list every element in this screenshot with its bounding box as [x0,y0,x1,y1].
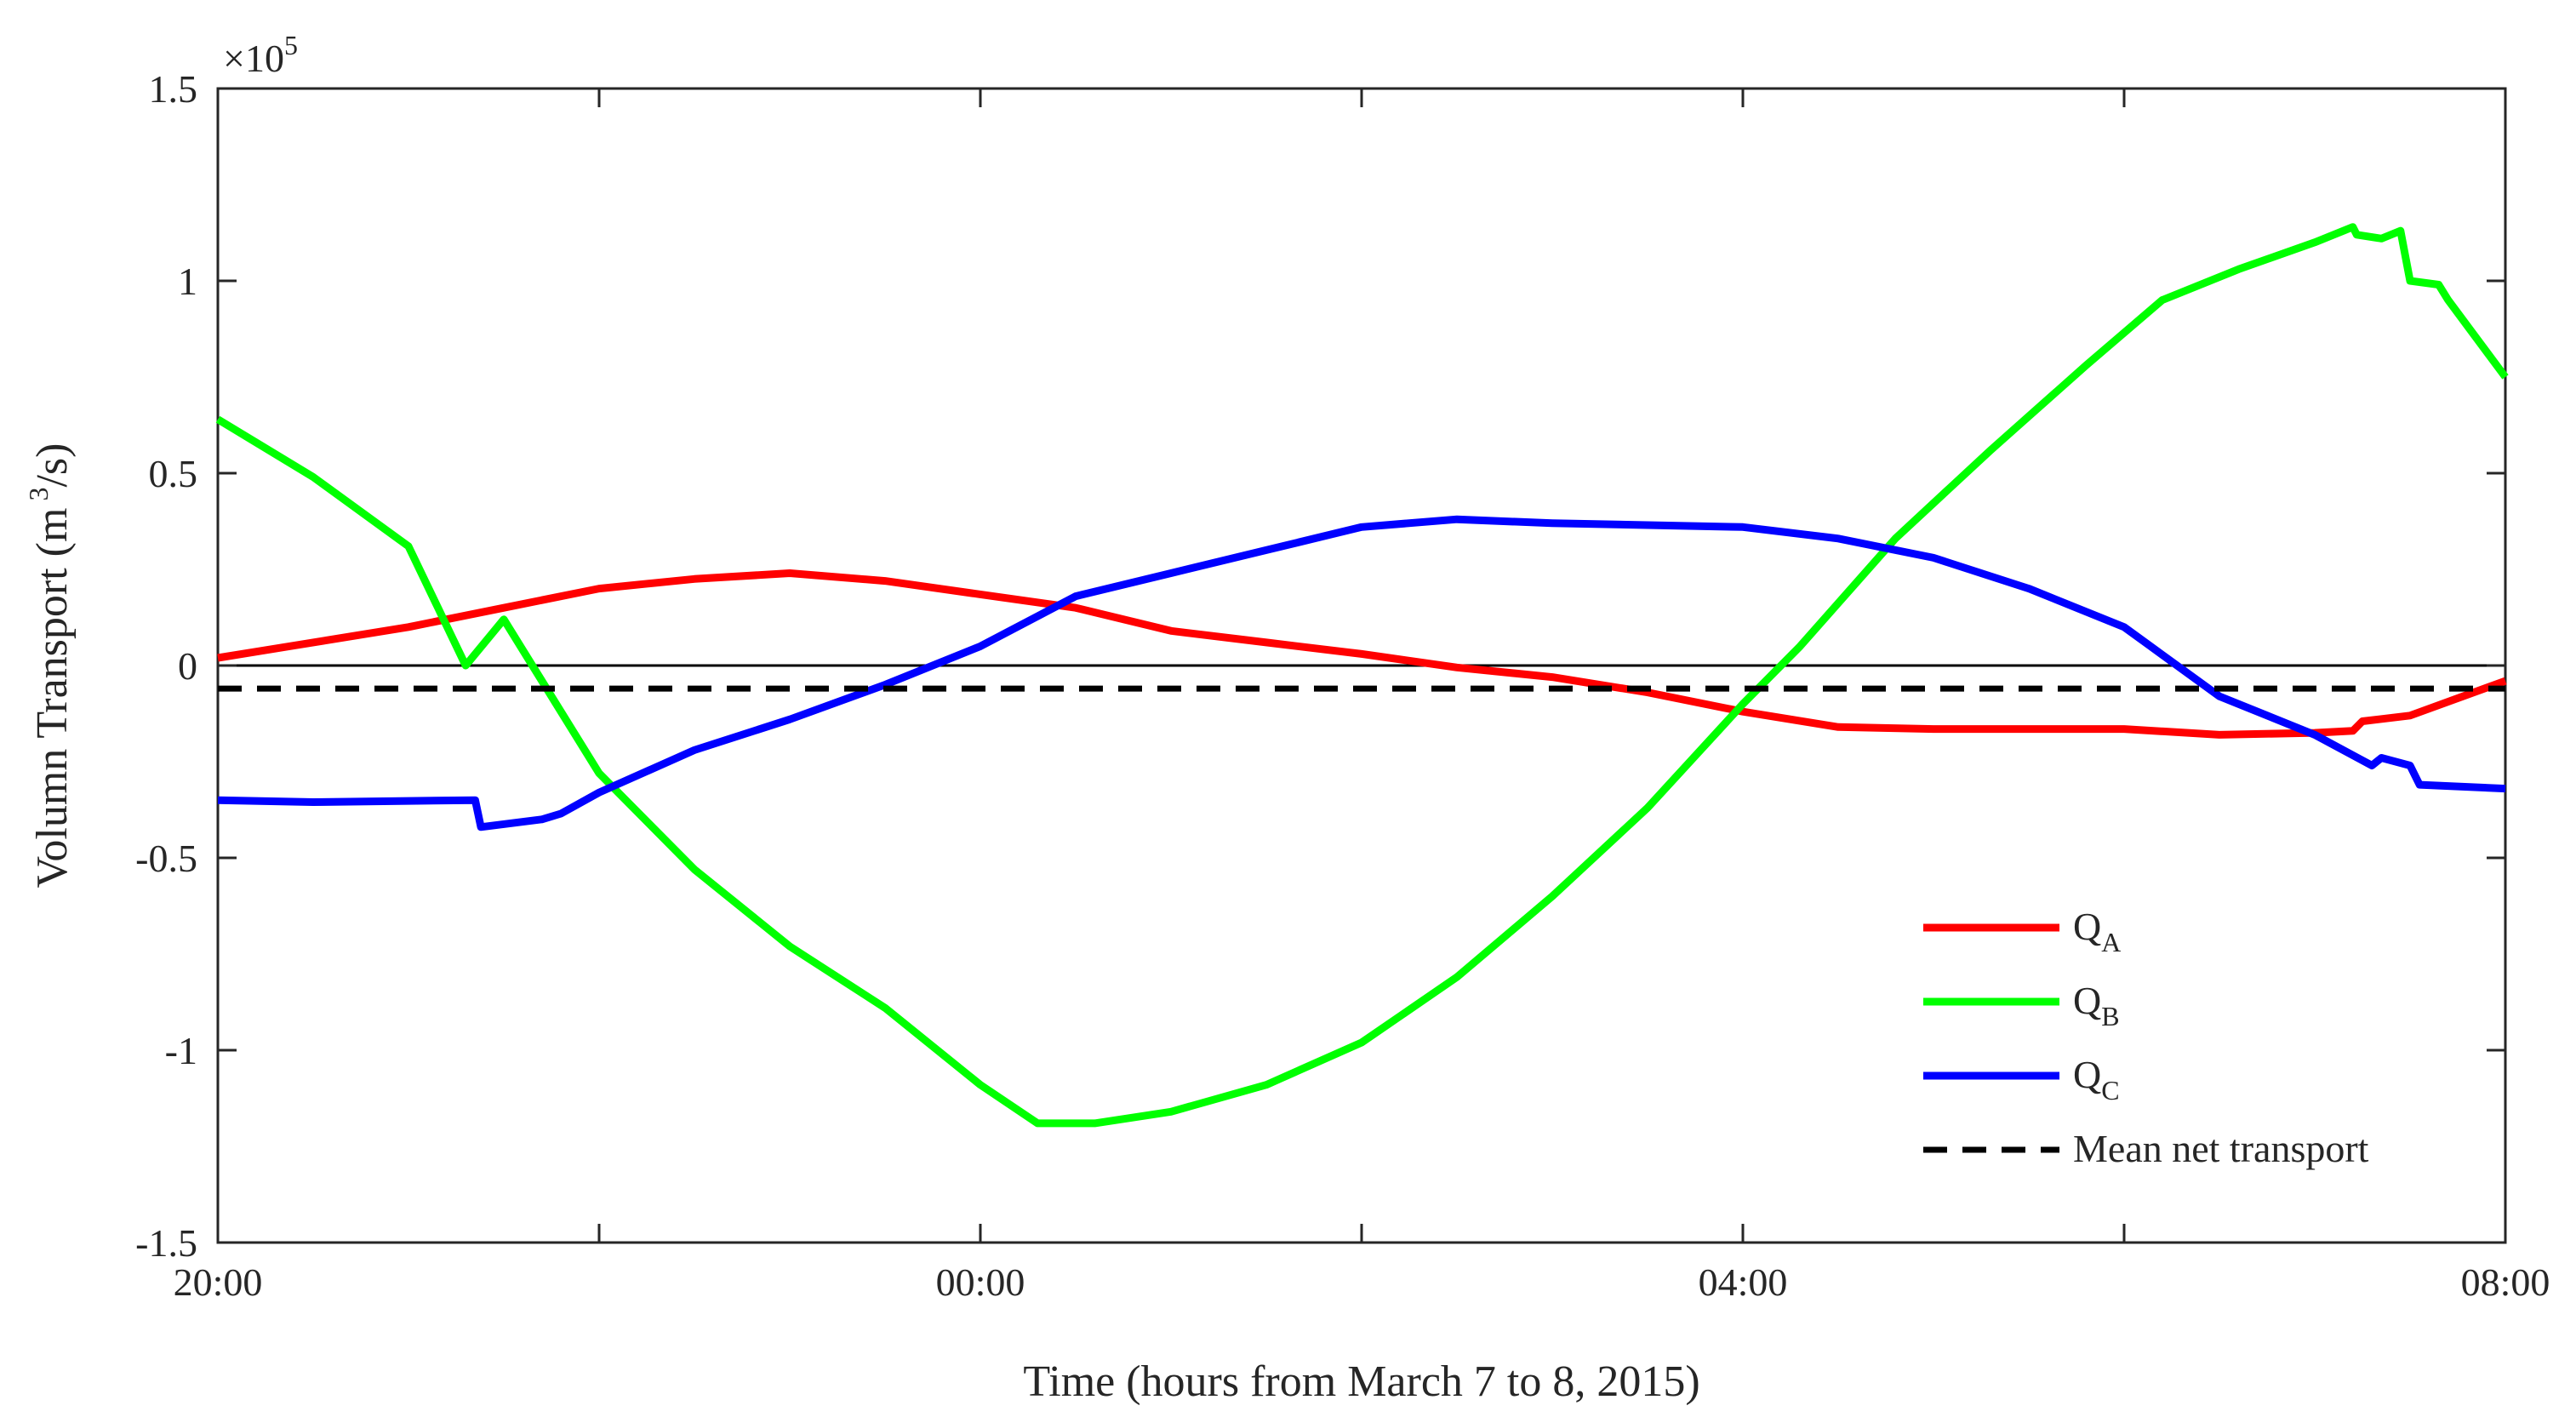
y-tick-label: 1 [178,260,197,303]
legend-label-main: Q [2073,1053,2101,1096]
y-tick-label: 1.5 [149,67,198,111]
series-line-a [217,569,2507,739]
y-tick-label: 0.5 [149,452,198,495]
legend-label: QA [2073,905,2121,957]
legend-label-sub: C [2101,1075,2119,1106]
legend-label-sub: B [2101,1001,2119,1031]
y-axis-label-main: Volumn Transport (m [28,508,77,888]
y-tick-label: 0 [178,644,197,688]
x-tick-label: 00:00 [936,1260,1025,1304]
legend-label-main: Mean net transport [2073,1127,2369,1170]
x-axis-label: Time (hours from March 7 to 8, 2015) [1023,1357,1699,1406]
legend-label-main: Q [2073,905,2101,948]
y-multiplier-base: ×10 [223,37,284,80]
x-tick-label: 04:00 [1699,1260,1788,1304]
y-axis-label: Volumn Transport (m 3/s) [23,443,77,888]
series-layer [215,223,2509,1128]
legend-label-sub: A [2101,927,2121,957]
series-line-c [217,515,2506,831]
y-tick-label: -0.5 [135,837,197,880]
y-multiplier-exponent: 5 [284,30,298,60]
y-tick-label: -1 [165,1029,197,1072]
legend-label: QC [2073,1053,2120,1106]
series-line-b [215,223,2509,1128]
y-tick-label: -1.5 [135,1221,197,1265]
axis-ticks: 20:00 00:00 04:00 08:00 -1.5 -1 -0.5 0 0.5 1 1.5 [135,67,2550,1304]
legend-label: Mean net transport [2073,1127,2369,1170]
legend-label: QB [2073,979,2120,1031]
x-tick-label: 20:00 [174,1260,263,1304]
y-axis-label-sup: 3 [23,488,54,501]
legend-label-main: Q [2073,979,2101,1022]
y-multiplier: ×105 [223,30,298,80]
y-axis-label-tail: /s) [28,443,77,488]
x-tick-label: 08:00 [2461,1260,2550,1304]
